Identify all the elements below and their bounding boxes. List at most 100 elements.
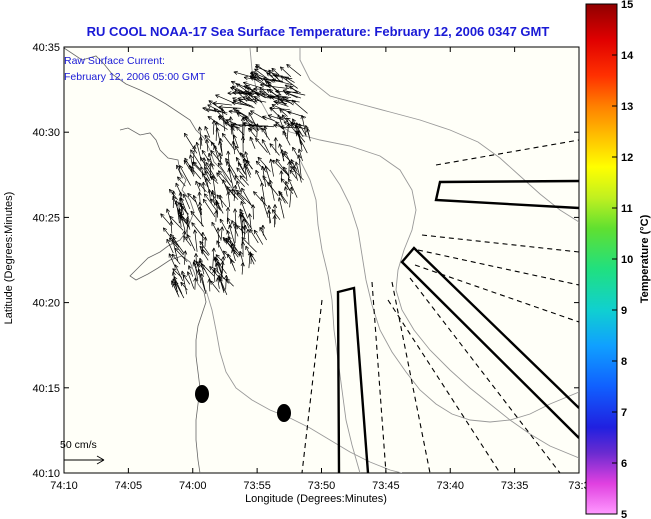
current-vector: [168, 253, 176, 267]
current-vector: [217, 162, 232, 183]
current-vector: [166, 238, 174, 254]
current-vector: [222, 250, 235, 264]
current-vector: [304, 125, 310, 137]
x-tick-label: 74:05: [115, 480, 143, 492]
current-vector: [289, 169, 297, 179]
current-vector: [261, 139, 271, 155]
current-vector: [214, 262, 219, 274]
current-vector: [230, 125, 235, 147]
current-vector: [217, 116, 231, 127]
current-vector: [160, 213, 172, 226]
current-vector: [171, 253, 181, 265]
y-tick-label: 40:10: [32, 468, 60, 480]
colorbar-tick-label: 13: [621, 101, 633, 113]
current-vector: [186, 271, 195, 289]
current-vector: [242, 121, 263, 128]
current-vector: [197, 126, 203, 146]
current-vector: [283, 186, 289, 197]
colorbar-tick-label: 5: [621, 509, 627, 519]
current-vector: [180, 205, 189, 215]
current-vector: [177, 201, 182, 224]
current-vector: [231, 101, 251, 107]
outline-diagonal: [400, 246, 579, 439]
current-vector: [243, 75, 261, 81]
y-tick-label: 40:30: [32, 127, 60, 139]
current-vector: [212, 269, 217, 283]
current-vector: [269, 107, 280, 117]
current-vector: [174, 264, 184, 282]
current-vector: [278, 190, 289, 204]
current-vector: [233, 70, 257, 79]
current-vector: [250, 110, 267, 121]
station-marker-1: [195, 385, 209, 403]
current-vector: [234, 145, 241, 156]
x-tick-label: 74:10: [50, 480, 78, 492]
current-vector: [236, 167, 246, 179]
current-vector: [284, 91, 301, 99]
current-vector: [262, 115, 275, 122]
current-vector: [197, 191, 202, 204]
x-tick-label: 73:35: [501, 480, 529, 492]
current-vector: [226, 150, 231, 174]
current-vector: [237, 96, 257, 103]
current-vector: [251, 204, 256, 220]
current-vector: [219, 218, 229, 234]
current-vector: [255, 137, 268, 153]
current-vector: [207, 189, 212, 202]
current-vector: [184, 132, 198, 154]
current-vector: [210, 190, 215, 206]
current-vector: [285, 180, 290, 191]
current-vector: [298, 123, 307, 137]
current-vector: [283, 166, 290, 177]
colorbar-tick-label: 7: [621, 407, 627, 419]
current-vector: [249, 136, 256, 149]
current-vector: [188, 154, 195, 175]
current-vector: [201, 149, 209, 161]
outline-east: [434, 179, 579, 210]
current-vector: [205, 162, 218, 181]
current-vector: [190, 149, 202, 166]
current-vector: [228, 109, 241, 114]
current-vector: [239, 208, 250, 229]
map-layers: [64, 47, 579, 473]
x-tick-label: 73:50: [308, 480, 336, 492]
current-vector: [169, 215, 184, 231]
current-vector: [262, 77, 284, 82]
current-vector: [219, 226, 224, 241]
current-vector: [212, 101, 232, 106]
current-vector: [231, 85, 253, 98]
current-vector: [226, 217, 232, 228]
current-vector: [230, 80, 252, 91]
current-vector: [184, 157, 194, 172]
current-vector: [203, 236, 208, 247]
current-vector: [228, 188, 236, 198]
current-vector: [271, 209, 281, 220]
current-vector: [193, 229, 198, 252]
current-vector: [245, 245, 255, 265]
current-vector: [273, 137, 278, 153]
current-vector: [199, 240, 210, 255]
current-vector: [193, 277, 198, 290]
current-vector: [216, 194, 227, 208]
current-vector: [225, 158, 238, 177]
current-vector: [248, 112, 259, 131]
current-vector: [287, 178, 298, 198]
current-vector: [201, 263, 211, 280]
scale-label: 50 cm/s: [60, 439, 97, 451]
current-vector: [294, 161, 302, 183]
thick-outlines: [336, 179, 579, 473]
current-vector: [279, 108, 288, 117]
current-vector: [177, 176, 186, 187]
current-vector: [281, 114, 297, 134]
current-vector: [224, 122, 237, 129]
current-vector: [228, 224, 236, 246]
current-vector: [236, 225, 246, 235]
current-vector: [202, 157, 207, 175]
current-vector: [202, 198, 216, 218]
current-vector: [185, 216, 190, 240]
current-vector: [198, 202, 203, 216]
current-vector: [240, 201, 248, 219]
x-tick-label: 73:55: [243, 480, 271, 492]
current-vector: [211, 247, 216, 268]
scale-arrow: [64, 455, 105, 465]
